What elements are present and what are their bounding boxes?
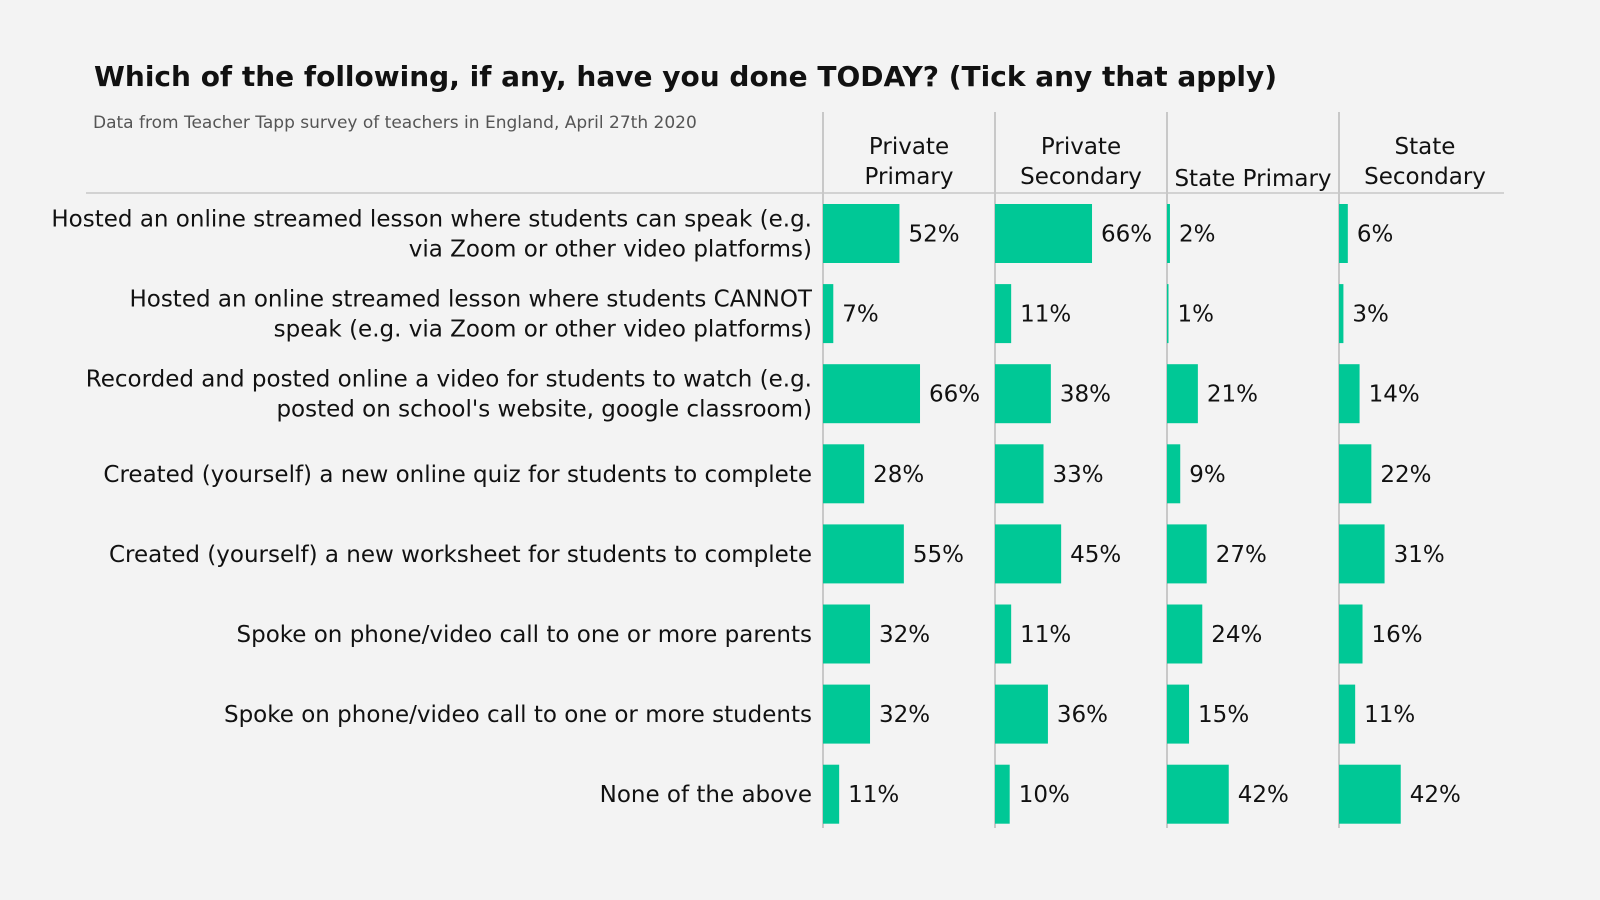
- value-label-0-1: 7%: [842, 302, 879, 328]
- value-label-2-7: 42%: [1238, 782, 1289, 808]
- value-label-3-5: 16%: [1372, 622, 1423, 648]
- category-label-3: Created (yourself) a new online quiz for…: [103, 462, 812, 488]
- value-label-1-2: 38%: [1060, 382, 1111, 408]
- category-label-2: Recorded and posted online a video for s…: [86, 367, 812, 423]
- bar-1-6: [995, 684, 1048, 744]
- value-label-3-6: 11%: [1364, 702, 1415, 728]
- column-header-3: State Secondary: [1364, 134, 1486, 190]
- bar-3-4: [1339, 524, 1385, 584]
- bar-2-2: [1167, 364, 1198, 424]
- category-label-6: Spoke on phone/video call to one or more…: [224, 702, 812, 728]
- value-label-1-0: 66%: [1101, 222, 1152, 248]
- value-label-0-7: 11%: [848, 782, 899, 808]
- bar-3-7: [1339, 764, 1401, 824]
- value-label-2-5: 24%: [1211, 622, 1262, 648]
- bar-1-3: [995, 444, 1044, 504]
- value-label-1-5: 11%: [1020, 622, 1071, 648]
- column-header-2: State Primary: [1174, 166, 1331, 192]
- value-label-0-2: 66%: [929, 382, 980, 408]
- value-label-1-4: 45%: [1070, 542, 1121, 568]
- bar-3-6: [1339, 684, 1356, 744]
- chart-subtitle: Data from Teacher Tapp survey of teacher…: [93, 113, 697, 133]
- bar-0-2: [823, 364, 921, 424]
- value-label-0-5: 32%: [879, 622, 930, 648]
- value-labels: 52% 7% 66% 28% 55% 32% 32% 11% 66% 11% 38% 33% 45% 11…: [842, 222, 1461, 809]
- bar-2-1: [1167, 284, 1169, 344]
- bar-0-0: [823, 204, 900, 263]
- bar-2-7: [1167, 764, 1229, 824]
- value-label-0-3: 28%: [873, 462, 924, 488]
- value-label-1-7: 10%: [1019, 782, 1070, 808]
- value-label-2-2: 21%: [1207, 382, 1258, 408]
- bar-1-4: [995, 524, 1062, 584]
- value-label-0-6: 32%: [879, 702, 930, 728]
- bar-2-6: [1167, 684, 1190, 744]
- bar-3-3: [1339, 444, 1372, 504]
- category-label-7: None of the above: [600, 782, 812, 808]
- bar-2-3: [1167, 444, 1181, 504]
- column-header-0: Private Primary: [865, 134, 954, 190]
- bar-0-5: [823, 604, 871, 664]
- bar-0-4: [823, 524, 904, 584]
- value-label-2-6: 15%: [1198, 702, 1249, 728]
- value-label-2-4: 27%: [1216, 542, 1267, 568]
- bar-1-5: [995, 604, 1012, 664]
- column-headers: Private Primary Private Secondary State Prim…: [865, 134, 1486, 192]
- value-label-0-0: 52%: [908, 222, 959, 248]
- category-label-5: Spoke on phone/video call to one or more…: [237, 622, 813, 648]
- value-label-3-1: 3%: [1352, 302, 1389, 328]
- bar-0-3: [823, 444, 865, 504]
- value-label-2-1: 1%: [1178, 302, 1215, 328]
- value-label-3-4: 31%: [1394, 542, 1445, 568]
- value-label-1-1: 11%: [1020, 302, 1071, 328]
- value-label-2-0: 2%: [1179, 222, 1216, 248]
- bar-3-0: [1339, 204, 1348, 263]
- value-label-3-2: 14%: [1369, 382, 1420, 408]
- value-label-1-3: 33%: [1053, 462, 1104, 488]
- value-label-2-3: 9%: [1189, 462, 1226, 488]
- bar-2-5: [1167, 604, 1203, 664]
- value-label-3-0: 6%: [1357, 222, 1394, 248]
- category-label-1: Hosted an online streamed lesson where s…: [129, 287, 812, 343]
- chart-title: Which of the following, if any, have you…: [94, 60, 1277, 93]
- bar-0-7: [823, 764, 840, 824]
- bar-3-5: [1339, 604, 1363, 664]
- value-label-3-3: 22%: [1380, 462, 1431, 488]
- bar-3-2: [1339, 364, 1360, 424]
- column-header-1: Private Secondary: [1020, 134, 1142, 190]
- category-label-4: Created (yourself) a new worksheet for s…: [109, 542, 812, 568]
- bar-2-0: [1167, 204, 1170, 263]
- value-label-0-4: 55%: [913, 542, 964, 568]
- bars: [823, 204, 1401, 824]
- bar-2-4: [1167, 524, 1207, 584]
- bar-1-1: [995, 284, 1012, 344]
- category-labels: Hosted an online streamed lesson where s…: [51, 207, 813, 809]
- value-label-3-7: 42%: [1410, 782, 1461, 808]
- value-label-1-6: 36%: [1057, 702, 1108, 728]
- bar-1-7: [995, 764, 1010, 824]
- category-label-0: Hosted an online streamed lesson where s…: [51, 207, 812, 263]
- bar-1-2: [995, 364, 1051, 424]
- bar-0-6: [823, 684, 871, 744]
- bar-0-1: [823, 284, 834, 344]
- bar-3-1: [1339, 284, 1344, 344]
- bar-1-0: [995, 204, 1093, 263]
